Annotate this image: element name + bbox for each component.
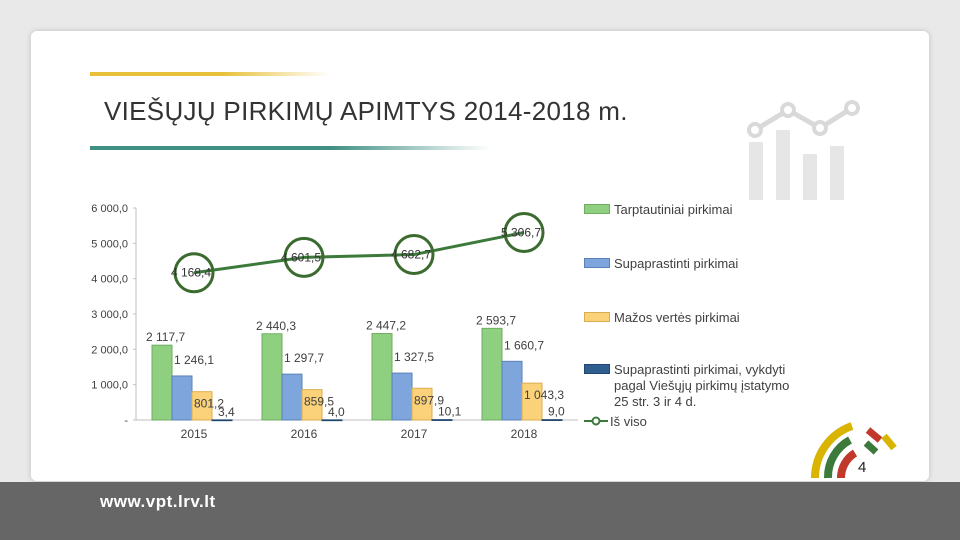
legend-swatch [584, 311, 610, 322]
data-label: 4,0 [328, 405, 345, 419]
data-label: 9,0 [548, 405, 565, 419]
line-is-viso [193, 231, 525, 275]
legend-item-25-str: Supaprastinti pirkimai, vykdyti pagal Vi… [584, 362, 804, 410]
y-tick-label: - [124, 415, 128, 427]
data-label: 2 593,7 [476, 313, 516, 327]
x-tick-label: 2018 [511, 427, 538, 441]
y-tick-label: 3 000,0 [91, 309, 128, 321]
x-tick-label: 2016 [291, 427, 318, 441]
data-label: 3,4 [218, 405, 235, 419]
y-tick-label: 2 000,0 [91, 344, 128, 356]
data-label: 2 447,2 [366, 319, 406, 333]
data-label: 2 117,7 [146, 330, 185, 344]
data-label: 1 043,3 [524, 388, 564, 402]
y-tick-label: 6 000,0 [91, 203, 128, 215]
x-tick-label: 2017 [401, 427, 428, 441]
line-point-is-viso [283, 236, 325, 278]
line-data-label: 5 306,7 [501, 225, 541, 239]
data-label: 801,2 [194, 397, 224, 411]
line-point-is-viso [503, 211, 545, 253]
legend-item-mazos-vertes: Mažos vertės pirkimai [584, 310, 740, 326]
line-point-is-viso [173, 252, 215, 294]
data-label: 1 297,7 [284, 351, 324, 365]
page-title: VIEŠŲJŲ PIRKIMŲ APIMTYS 2014-2018 m. [104, 96, 628, 126]
legend-line-marker [584, 416, 608, 426]
line-data-label: 4 601,5 [281, 250, 321, 264]
legend-item-supaprastinti: Supaprastinti pirkimai [584, 256, 738, 272]
legend-swatch [584, 203, 610, 214]
x-tick-label: 2015 [181, 427, 208, 441]
title-accent-line-top [90, 72, 330, 76]
data-label: 1 327,5 [394, 350, 434, 364]
title-accent-line-bottom [90, 146, 490, 150]
data-label: 859,5 [304, 395, 334, 409]
legend-item-is-viso: Iš viso [584, 414, 647, 430]
bar-3-2017 [411, 387, 433, 421]
bar-4-2018 [541, 419, 563, 421]
data-label: 10,1 [438, 405, 462, 419]
chart-legend: Tarptautiniai pirkimai Supaprastinti pir… [584, 196, 814, 436]
footer-bar [0, 482, 960, 540]
footer-url: www.vpt.lrv.lt [100, 492, 216, 511]
line-point-is-viso [393, 234, 435, 276]
legend-swatch [584, 257, 610, 268]
bar-3-2016 [301, 389, 323, 421]
line-data-label: 4 168,4 [171, 266, 211, 280]
bar-4-2015 [211, 419, 233, 422]
line-data-label: 4 682,7 [391, 248, 431, 262]
page-number: 4 [858, 459, 867, 476]
bar-3-2015 [191, 391, 213, 421]
y-tick-label: 4 000,0 [91, 274, 128, 286]
y-tick-label: 1 000,0 [91, 380, 128, 392]
bar-3-2018 [521, 382, 543, 421]
legend-item-tarptautiniai: Tarptautiniai pirkimai [584, 202, 733, 218]
y-tick-label: 5 000,0 [91, 238, 128, 250]
data-label: 897,9 [414, 393, 444, 407]
data-label: 2 440,3 [256, 319, 296, 333]
data-label: 1 246,1 [174, 353, 214, 367]
bar-4-2016 [321, 419, 343, 422]
data-label: 1 660,7 [504, 338, 544, 352]
legend-swatch [584, 363, 610, 374]
bar-4-2017 [431, 419, 453, 421]
